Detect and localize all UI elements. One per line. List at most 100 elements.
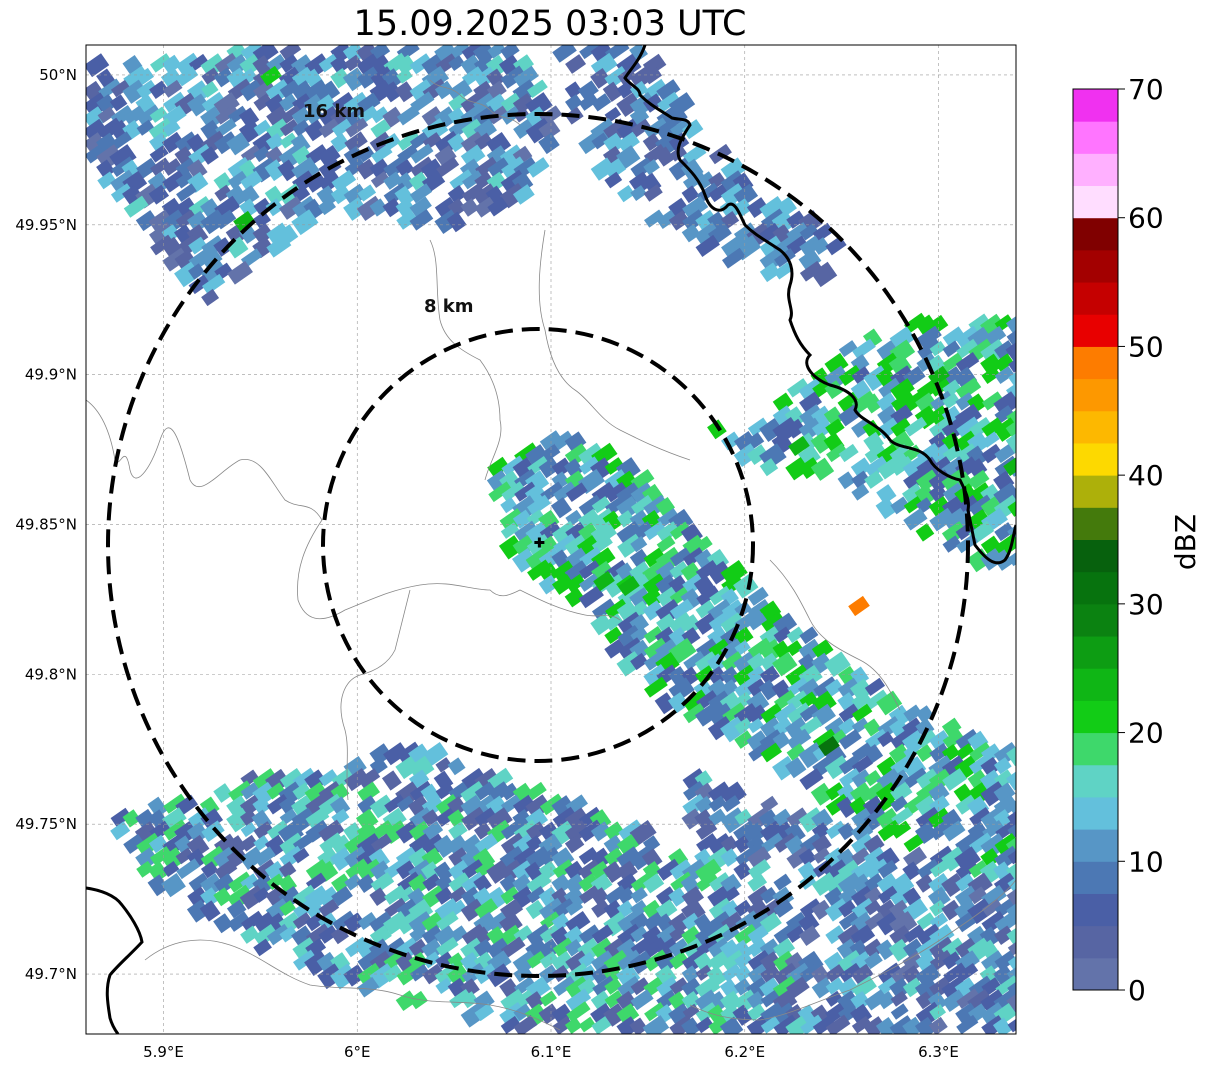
echo-cell	[460, 898, 486, 922]
echo-cell	[709, 585, 732, 606]
echo-cell	[746, 1015, 771, 1034]
colorbar-bin	[1073, 346, 1118, 380]
echo-cell	[889, 326, 916, 351]
echo-cell	[488, 481, 513, 503]
echo-cell	[226, 236, 249, 259]
echo-cell	[188, 263, 205, 280]
echo-cell	[357, 962, 383, 987]
echo-cell	[590, 521, 617, 546]
echo-cell	[747, 612, 768, 631]
echo-cell	[720, 157, 747, 182]
echo-cell	[449, 988, 472, 1009]
echo-cell	[825, 782, 846, 801]
range-ring-label-16km: 16 km	[303, 101, 365, 122]
echo-cell	[396, 962, 423, 986]
echo-cell	[877, 731, 894, 748]
echo-cell	[605, 598, 629, 620]
echo-cell	[837, 471, 856, 490]
echo-cell	[747, 637, 773, 660]
echo-cell	[396, 741, 422, 764]
echo-cell	[656, 535, 676, 553]
echo-cell	[162, 860, 180, 877]
echo-cell	[410, 156, 435, 179]
echo-cell	[552, 430, 575, 450]
echo-cell	[201, 820, 225, 842]
echo-cell	[696, 871, 719, 892]
echo-cell	[915, 951, 937, 973]
echo-cell	[902, 977, 924, 998]
echo-cell	[278, 861, 297, 879]
echo-cell	[630, 118, 652, 138]
echo-cell	[656, 586, 679, 607]
echo-cell	[590, 990, 612, 1011]
echo-cell	[604, 977, 623, 995]
echo-cell	[578, 442, 605, 467]
echo-cell	[903, 834, 924, 853]
echo-cell	[318, 105, 340, 126]
echo-cell	[721, 235, 747, 259]
echo-cell	[552, 859, 575, 880]
echo-cell	[525, 444, 550, 468]
echo-cell	[929, 976, 953, 999]
echo-cell	[851, 1015, 872, 1034]
echo-cell	[773, 950, 796, 973]
lon-tick-label: 5.9°E	[143, 1043, 184, 1061]
echo-cell	[551, 457, 573, 478]
echo-cell	[435, 951, 455, 970]
echo-cell	[501, 156, 526, 179]
echo-cell	[955, 833, 978, 855]
echo-cell	[747, 417, 769, 437]
echo-cell	[318, 780, 343, 803]
colorbar-bin	[1073, 442, 1118, 476]
echo-cell	[409, 963, 430, 982]
echo-cell	[382, 910, 409, 935]
echo-cell	[436, 936, 459, 957]
echo-cell	[968, 832, 994, 855]
echo-cell	[304, 119, 327, 142]
echo-cell	[591, 899, 611, 918]
echo-cell	[928, 1016, 948, 1034]
echo-cell	[578, 494, 604, 517]
echo-cell	[604, 481, 628, 503]
echo-cell	[733, 651, 758, 676]
echo-cell	[980, 535, 1002, 555]
echo-cell	[266, 782, 285, 800]
echo-cell	[915, 314, 938, 336]
echo-cell	[979, 926, 1001, 948]
echo-cell	[825, 418, 845, 437]
echo-cell	[446, 211, 467, 233]
echo-cell	[501, 455, 525, 476]
echo-cell	[551, 873, 572, 895]
colorbar-bin	[1073, 700, 1118, 734]
echo-cell	[824, 651, 851, 678]
echo-cell	[798, 417, 824, 441]
echo-cell	[630, 536, 648, 553]
echo-cell	[86, 144, 105, 164]
echo-cell	[149, 80, 169, 99]
echo-cell	[760, 820, 784, 843]
echo-cell	[434, 925, 458, 948]
echo-cell	[160, 847, 186, 872]
echo-cell	[486, 911, 510, 934]
echo-cell	[747, 924, 769, 944]
echo-cell	[487, 456, 510, 478]
echo-cell	[136, 79, 158, 100]
echo-cell	[864, 443, 887, 464]
echo-cell	[864, 873, 885, 892]
echo-cell	[838, 364, 863, 386]
echo-cell	[695, 560, 719, 581]
echo-cell	[928, 484, 948, 502]
radar-site-marker	[534, 537, 545, 548]
echo-cell	[1005, 341, 1016, 364]
echo-cell	[837, 977, 860, 999]
echo-cell	[890, 729, 914, 751]
echo-cell	[929, 900, 947, 917]
echo-cell	[150, 234, 174, 256]
admin-boundary	[340, 589, 411, 801]
echo-cell	[552, 806, 578, 829]
echo-cell	[630, 977, 651, 996]
echo-cell	[811, 261, 838, 288]
echo-cell	[643, 625, 664, 644]
echo-cell	[877, 819, 902, 842]
